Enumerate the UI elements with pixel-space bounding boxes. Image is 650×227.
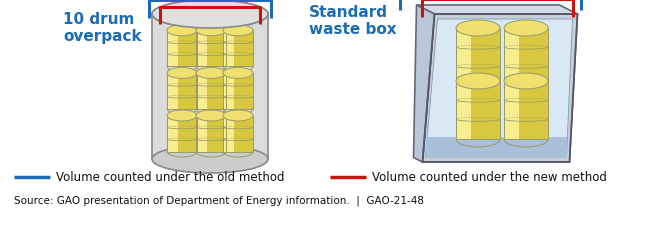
Polygon shape (196, 74, 207, 109)
Polygon shape (223, 31, 233, 67)
Polygon shape (167, 31, 197, 67)
Polygon shape (504, 82, 548, 139)
Polygon shape (196, 116, 207, 152)
Polygon shape (504, 82, 519, 139)
Polygon shape (195, 0, 225, 25)
Ellipse shape (167, 111, 197, 121)
Polygon shape (167, 116, 177, 152)
Polygon shape (426, 20, 573, 157)
Polygon shape (196, 31, 207, 67)
Ellipse shape (196, 68, 226, 79)
Ellipse shape (504, 74, 548, 90)
Ellipse shape (167, 68, 197, 79)
Ellipse shape (223, 111, 253, 121)
Ellipse shape (152, 1, 268, 29)
Text: 10 drum
overpack: 10 drum overpack (64, 12, 142, 44)
Ellipse shape (152, 145, 268, 173)
Polygon shape (167, 31, 177, 67)
Ellipse shape (456, 74, 500, 90)
Polygon shape (422, 15, 577, 162)
Polygon shape (152, 15, 268, 159)
Ellipse shape (152, 1, 268, 29)
Ellipse shape (456, 21, 500, 37)
Polygon shape (504, 29, 519, 87)
Text: Source: GAO presentation of Department of Energy information.  |  GAO-21-48: Source: GAO presentation of Department o… (14, 195, 424, 206)
Polygon shape (456, 82, 500, 139)
Polygon shape (456, 29, 471, 87)
Polygon shape (413, 6, 434, 162)
Polygon shape (195, 0, 205, 25)
Ellipse shape (167, 26, 197, 37)
Polygon shape (223, 74, 233, 109)
Polygon shape (504, 29, 548, 87)
Polygon shape (196, 31, 226, 67)
Polygon shape (417, 6, 577, 15)
Ellipse shape (196, 26, 226, 37)
Polygon shape (196, 74, 226, 109)
Polygon shape (196, 116, 226, 152)
Polygon shape (456, 29, 500, 87)
Ellipse shape (504, 21, 548, 37)
Polygon shape (223, 116, 253, 152)
Text: Standard
waste box: Standard waste box (309, 5, 396, 37)
Polygon shape (167, 74, 197, 109)
Polygon shape (223, 74, 253, 109)
Polygon shape (426, 137, 567, 157)
Ellipse shape (223, 68, 253, 79)
Polygon shape (167, 74, 177, 109)
Polygon shape (223, 116, 233, 152)
Ellipse shape (223, 26, 253, 37)
Text: Volume counted under the old method: Volume counted under the old method (56, 171, 285, 184)
Polygon shape (223, 31, 253, 67)
Ellipse shape (196, 111, 226, 121)
Polygon shape (456, 82, 471, 139)
Polygon shape (167, 116, 197, 152)
Text: Volume counted under the new method: Volume counted under the new method (372, 171, 607, 184)
